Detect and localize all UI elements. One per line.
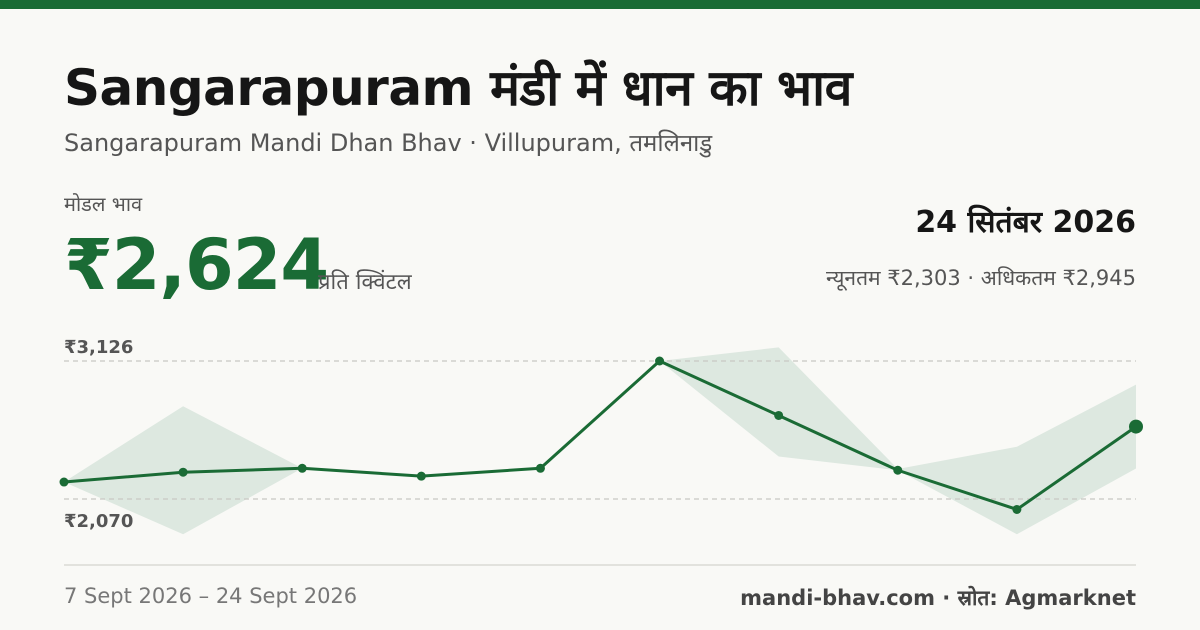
price-point [416,471,426,481]
price-point [59,477,69,487]
price-point [655,356,665,366]
page-title: Sangarapuram मंडी में धान का भाव [64,59,852,117]
price-point [1012,504,1022,514]
price-unit: प्रति क्विंटल [318,270,412,295]
price-point [535,463,545,473]
y-tick-label: ₹3,126 [64,337,133,358]
min-max-band [64,347,1136,535]
price-point [893,465,903,475]
price-point [297,463,307,473]
price-point [774,410,784,420]
y-tick-label: ₹2,070 [64,511,133,532]
page-subtitle: Sangarapuram Mandi Dhan Bhav · Villupura… [64,129,713,157]
latest-price-point [1129,419,1143,434]
price-point [178,467,188,477]
modal-price-value: ₹2,624 [64,224,329,306]
footer-source: mandi-bhav.com · स्रोत: Agmarknet [740,586,1136,610]
footer-divider [64,564,1136,566]
report-date: 24 सितंबर 2026 [915,205,1136,240]
modal-price-label: मोडल भाव [64,192,143,216]
footer-date-range: 7 Sept 2026 – 24 Sept 2026 [64,584,358,608]
top-accent-bar [0,0,1200,9]
price-line [63,359,1137,511]
min-max-range: न्यूनतम ₹2,303 · अधिकतम ₹2,945 [826,266,1136,290]
